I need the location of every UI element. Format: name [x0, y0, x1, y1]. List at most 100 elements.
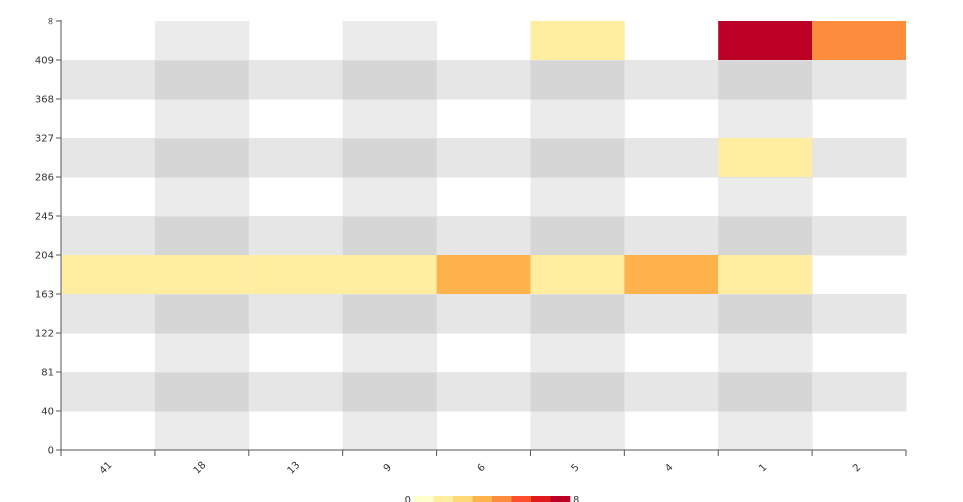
x-tick-label: 4: [663, 462, 675, 474]
heatmap-cell: [624, 255, 719, 294]
background-band: [530, 411, 625, 451]
background-band: [154, 372, 250, 412]
heatmap-cell: [530, 21, 625, 60]
background-band: [624, 216, 719, 256]
background-band: [154, 99, 250, 139]
heatmap-cells: [61, 21, 906, 294]
heatmap-cell: [342, 255, 437, 294]
background-band: [530, 138, 625, 178]
y-tick-label: 163: [35, 290, 54, 301]
background-band: [624, 138, 719, 178]
x-tick-label: 1: [757, 462, 769, 474]
y-tick-label: 409: [35, 56, 54, 67]
x-tick-label: 5: [569, 462, 581, 474]
background-band: [436, 138, 531, 178]
background-band: [342, 216, 438, 256]
background-band: [61, 216, 156, 256]
background-band: [624, 294, 719, 334]
background-band: [342, 138, 438, 178]
heatmap-cell: [812, 21, 906, 60]
background-band: [342, 99, 438, 139]
legend-swatch: [472, 496, 493, 502]
axes: [60, 20, 906, 451]
background-band: [530, 372, 625, 412]
heatmap-cell: [530, 255, 625, 294]
x-tick-label: 2: [851, 462, 863, 474]
y-tick-label: 327: [35, 134, 54, 145]
background-band: [436, 372, 531, 412]
background-band: [61, 60, 156, 100]
background-band: [154, 60, 250, 100]
background-band: [154, 177, 250, 217]
heatmap-cell: [718, 21, 813, 60]
background-band: [812, 216, 907, 256]
background-band: [530, 216, 625, 256]
legend-swatch: [453, 496, 473, 502]
y-tick-label: 204: [35, 251, 54, 262]
background-band: [342, 372, 438, 412]
legend-swatch: [414, 496, 434, 502]
heatmap-cell: [154, 255, 249, 294]
y-tick-label: 0: [48, 446, 54, 457]
background-band: [61, 294, 156, 334]
y-tick-label: 122: [35, 329, 54, 340]
heatmap-cell: [436, 255, 531, 294]
x-tick-label: 41: [98, 460, 115, 477]
background-band: [624, 372, 719, 412]
y-tick-label: 81: [41, 368, 54, 379]
background-band: [154, 411, 250, 451]
background-band: [812, 294, 907, 334]
y-tick-label: 40: [41, 407, 54, 418]
background-band: [812, 138, 907, 178]
heatmap-cell: [61, 255, 155, 294]
y-tick-label: 245: [35, 212, 54, 223]
background-band: [248, 60, 344, 100]
background-band: [154, 216, 250, 256]
background-band: [61, 138, 156, 178]
background-band: [530, 60, 625, 100]
background-band: [61, 372, 156, 412]
background-band: [248, 216, 344, 256]
legend-swatch: [531, 496, 551, 502]
y-tick-label: ∞: [45, 17, 56, 25]
background-band: [718, 177, 813, 217]
background-band: [248, 294, 344, 334]
background-band: [154, 138, 250, 178]
background-band: [718, 294, 813, 334]
background-band: [154, 294, 250, 334]
background-band: [718, 411, 813, 451]
background-band: [530, 294, 625, 334]
y-axis-ticks: 0 40 81 122 163 204 245 286 327 368 409 ∞: [35, 17, 61, 457]
y-tick-label: 286: [35, 173, 54, 184]
heatmap-cell: [248, 255, 343, 294]
background-band: [342, 60, 438, 100]
background-band: [248, 138, 344, 178]
background-band: [812, 372, 907, 412]
legend-swatch: [433, 496, 454, 502]
legend-swatch: [492, 496, 512, 502]
x-tick-label: 9: [382, 462, 394, 474]
background-bands: [61, 21, 907, 451]
color-legend: 0 8: [405, 495, 579, 502]
background-band: [718, 99, 813, 139]
background-band: [530, 99, 625, 139]
background-band: [342, 333, 438, 373]
background-band: [718, 60, 813, 100]
background-band: [436, 216, 531, 256]
heatmap-cell: [718, 138, 813, 177]
background-band: [530, 333, 625, 373]
background-band: [436, 294, 531, 334]
background-band: [624, 60, 719, 100]
background-band: [342, 411, 438, 451]
background-band: [342, 177, 438, 217]
legend-swatch: [511, 496, 532, 502]
background-band: [812, 60, 907, 100]
background-band: [154, 21, 250, 61]
x-tick-label: 6: [476, 462, 488, 474]
y-tick-label: 368: [35, 95, 54, 106]
background-band: [530, 177, 625, 217]
background-band: [342, 21, 438, 61]
x-tick-label: 18: [192, 460, 209, 477]
background-band: [718, 216, 813, 256]
x-axis-ticks: 41 18 13 9 6 5 4 1 2: [60, 450, 907, 477]
